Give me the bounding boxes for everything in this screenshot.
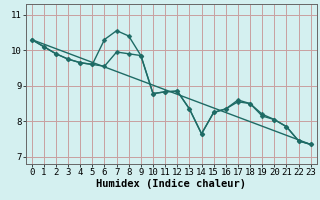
X-axis label: Humidex (Indice chaleur): Humidex (Indice chaleur) [96, 179, 246, 189]
